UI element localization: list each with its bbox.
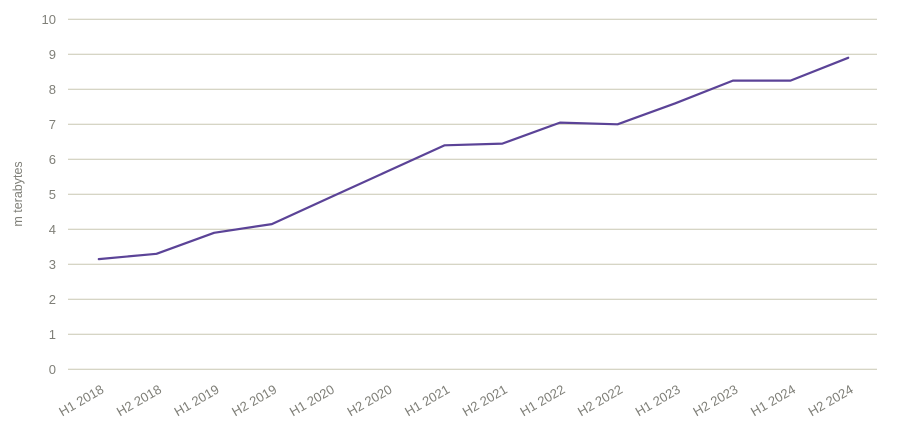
x-tick-label: H2 2018 <box>114 382 164 420</box>
y-tick-label: 6 <box>49 152 56 167</box>
x-tick-label: H2 2021 <box>460 382 510 420</box>
x-tick-label: H1 2019 <box>172 382 222 420</box>
x-tick-label: H2 2020 <box>344 382 394 420</box>
y-tick-label: 3 <box>49 257 56 272</box>
x-tick-label: H1 2018 <box>56 382 106 420</box>
x-tick-label: H1 2021 <box>402 382 452 420</box>
y-tick-label: 1 <box>49 327 56 342</box>
y-tick-label: 9 <box>49 47 56 62</box>
y-tick-label: 7 <box>49 117 56 132</box>
gridlines-group <box>68 18 877 370</box>
x-tick-label: H2 2024 <box>806 382 856 420</box>
y-tick-label: 0 <box>49 362 56 377</box>
x-tick-label: H1 2023 <box>633 382 683 420</box>
x-tick-label: H1 2024 <box>748 382 798 420</box>
y-axis-title: m terabytes <box>11 161 25 226</box>
y-axis-tick-labels: 0 1 2 3 4 5 6 7 8 9 10 <box>42 12 56 377</box>
x-tick-label: H2 2023 <box>690 382 740 420</box>
x-tick-label: H1 2022 <box>517 382 567 420</box>
x-axis-tick-labels: H1 2018 H2 2018 H1 2019 H2 2019 H1 2020 H2 20… <box>56 382 855 420</box>
y-tick-label: 10 <box>42 12 56 27</box>
x-tick-label: H2 2022 <box>575 382 625 420</box>
y-tick-label: 5 <box>49 187 56 202</box>
y-tick-label: 8 <box>49 82 56 97</box>
y-tick-label: 4 <box>49 222 56 237</box>
y-tick-label: 2 <box>49 292 56 307</box>
x-tick-label: H2 2019 <box>229 382 279 420</box>
series-line <box>97 56 850 261</box>
x-tick-label: H1 2020 <box>287 382 337 420</box>
